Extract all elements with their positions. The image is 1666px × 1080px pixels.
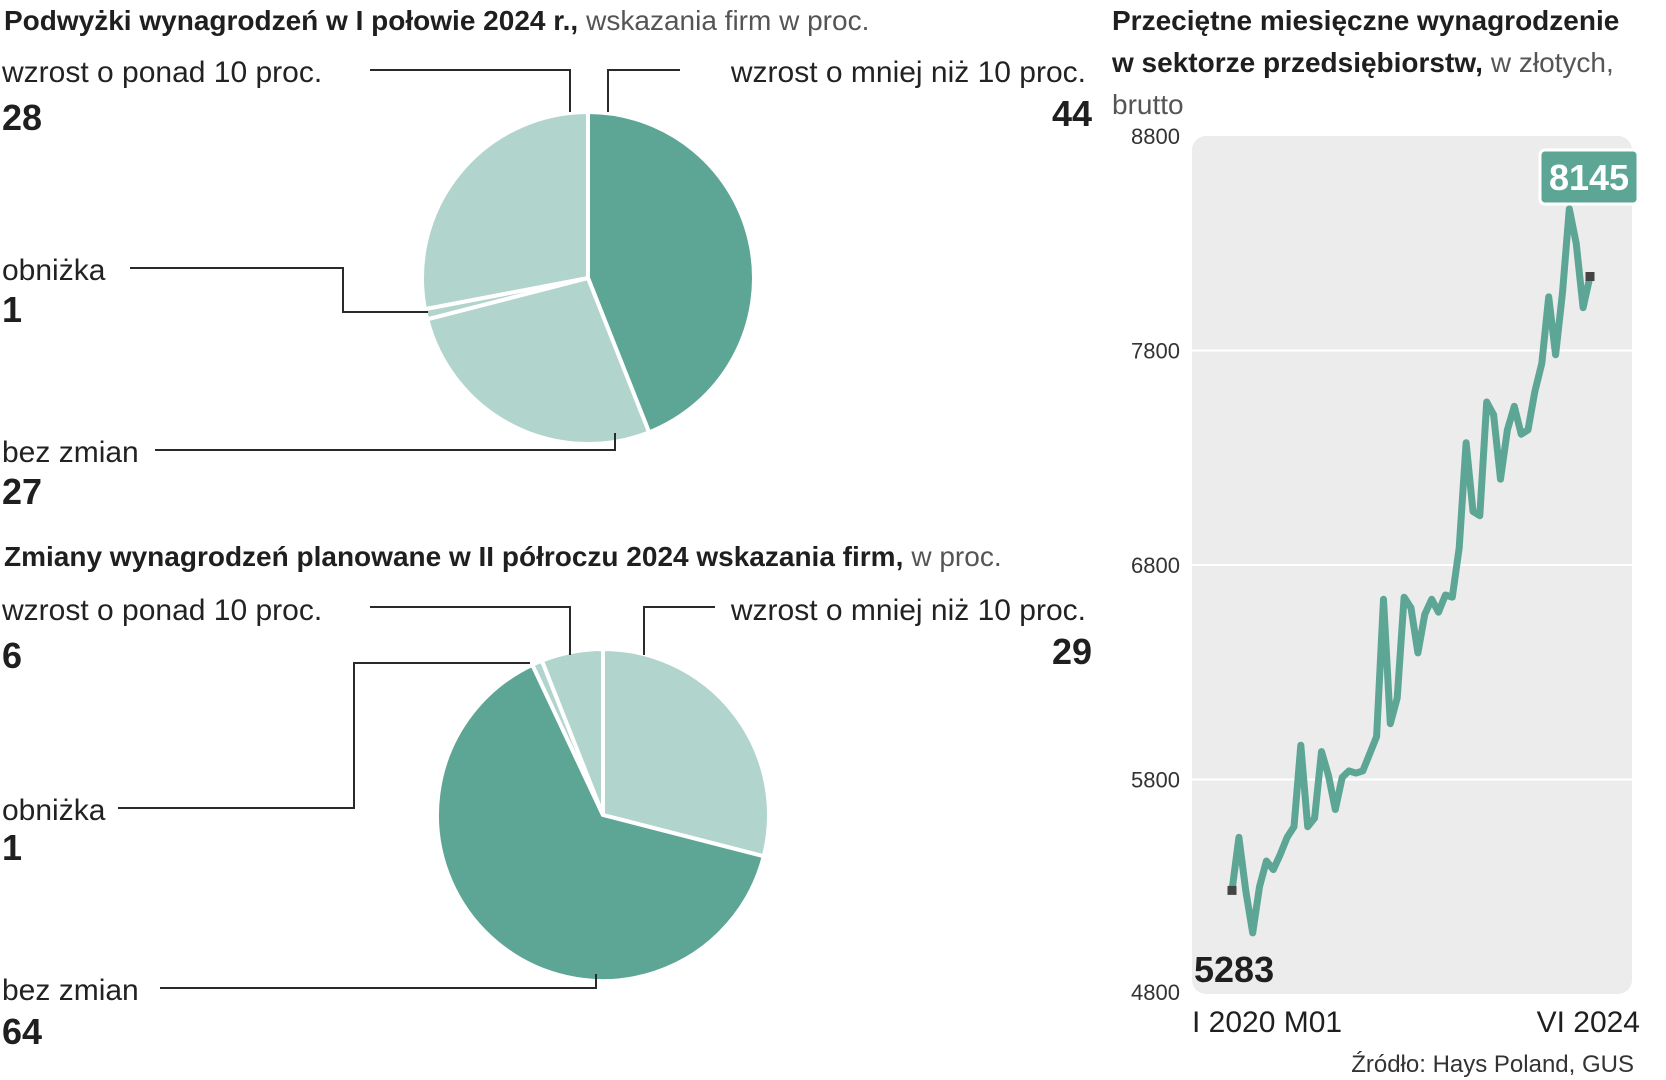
pie1-value-over10: 28	[2, 97, 42, 138]
pie1-leader-under10	[607, 69, 680, 112]
line-title-line3: brutto	[1112, 89, 1184, 120]
pie-chart-2: Zmiany wynagrodzeń planowane w II półroc…	[1, 541, 1092, 1052]
line-y-tick-6800: 6800	[1131, 553, 1180, 578]
line-title-line2: w sektorze przedsiębiorstw, w złotych,	[1111, 47, 1614, 78]
line-x-start-label: I 2020 M01	[1192, 1006, 1342, 1039]
pie2-label-over10: wzrost o ponad 10 proc.	[1, 594, 322, 627]
line-title-line1: Przeciętne miesięczne wynagrodzenie	[1112, 5, 1619, 36]
pie2-leader-under10	[643, 606, 715, 655]
line-x-end-label: VI 2024	[1537, 1006, 1640, 1039]
line-y-tick-8800: 8800	[1131, 124, 1180, 149]
pie2-leader-over10	[370, 606, 571, 655]
pie1-leader-nochange	[155, 433, 616, 451]
pie2-slices	[435, 646, 771, 983]
pie2-slice-0	[601, 646, 771, 859]
pie1-title: Podwyżki wynagrodzeń w I połowie 2024 r.…	[4, 5, 869, 36]
pie2-label-under10: wzrost o mniej niż 10 proc.	[730, 594, 1086, 627]
source-note: Źródło: Hays Poland, GUS	[1351, 1051, 1634, 1078]
pie1-value-under10: 44	[1052, 93, 1092, 134]
line-end-marker	[1585, 271, 1595, 281]
pie-chart-1: Podwyżki wynagrodzeń w I połowie 2024 r.…	[1, 5, 1092, 512]
pie2-slice-3	[539, 646, 605, 816]
pie2-slice-1	[435, 662, 767, 983]
pie1-leader-over10	[370, 69, 571, 112]
line-y-tick-7800: 7800	[1131, 339, 1180, 364]
pie2-value-nochange: 64	[2, 1011, 42, 1052]
pie1-slice-1	[424, 275, 652, 446]
pie2-value-under10: 29	[1052, 631, 1092, 672]
line-y-tick-labels: 4800 5800 6800 7800 8800	[1131, 124, 1180, 1005]
pie1-slice-0	[586, 109, 756, 435]
pie2-label-decrease: obniżka	[2, 794, 106, 827]
pie1-label-under10: wzrost o mniej niż 10 proc.	[730, 56, 1086, 89]
pie2-value-decrease: 1	[2, 827, 22, 868]
pie2-leader-nochange	[160, 974, 597, 989]
line-end-annotation: 8145	[1538, 148, 1640, 206]
pie1-label-over10: wzrost o ponad 10 proc.	[1, 56, 322, 89]
pie1-value-decrease: 1	[2, 289, 22, 330]
pie1-leader-decrease	[130, 267, 428, 313]
pie2-title: Zmiany wynagrodzeń planowane w II półroc…	[4, 541, 1002, 572]
line-chart: Przeciętne miesięczne wynagrodzenie w se…	[1111, 5, 1640, 1039]
line-start-marker	[1227, 885, 1237, 895]
pie1-label-decrease: obniżka	[2, 254, 106, 287]
pie1-value-nochange: 27	[2, 471, 42, 512]
pie1-label-nochange: bez zmian	[2, 436, 139, 469]
line-end-label: 8145	[1549, 157, 1629, 198]
pie1-slice-3	[419, 109, 590, 312]
pie2-leader-decrease	[118, 662, 530, 809]
line-start-label: 5283	[1194, 949, 1274, 990]
pie2-label-nochange: bez zmian	[2, 974, 139, 1007]
line-end-label-box	[1538, 148, 1640, 206]
line-series	[1228, 205, 1594, 937]
pie1-slices	[419, 109, 756, 446]
pie2-value-over10: 6	[2, 635, 22, 676]
line-y-tick-5800: 5800	[1131, 768, 1180, 793]
line-y-tick-4800: 4800	[1131, 980, 1180, 1005]
